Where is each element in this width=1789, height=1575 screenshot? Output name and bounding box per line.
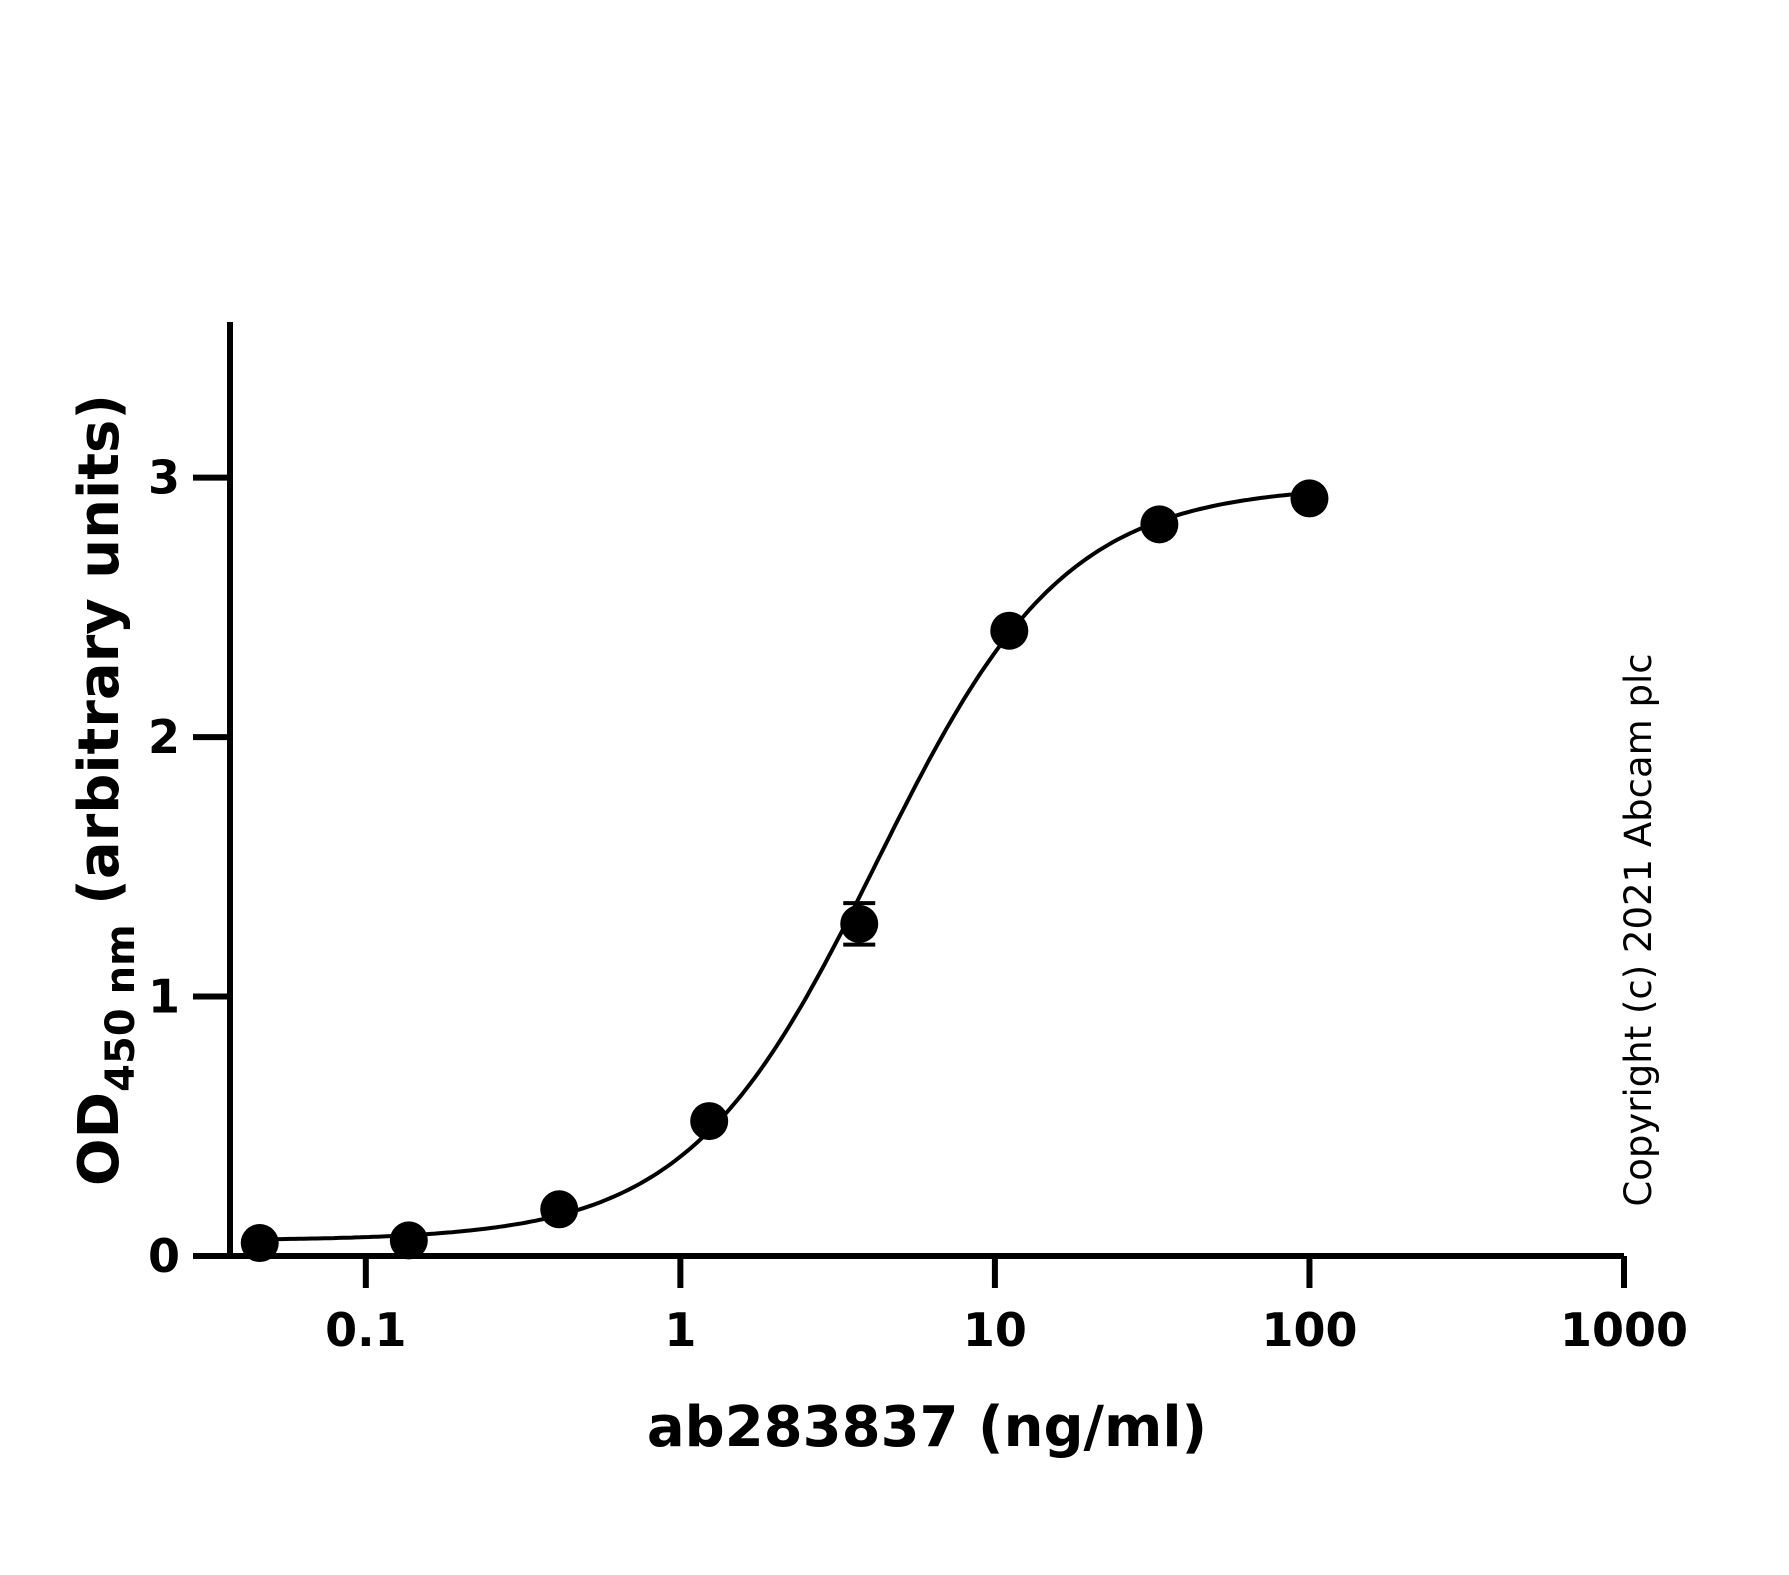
- data-point: [1290, 479, 1329, 518]
- y-tick-label: 3: [148, 451, 180, 505]
- data-point: [1140, 505, 1179, 544]
- x-ticks: 0.1 1 10 100 1000: [325, 1256, 1688, 1357]
- x-tick-label: 10: [963, 1303, 1027, 1357]
- x-tick-label: 1: [664, 1303, 696, 1357]
- copyright-text: Copyright (c) 2021 Abcam plc: [1617, 653, 1660, 1206]
- x-tick-label: 1000: [1560, 1303, 1688, 1357]
- data-point: [389, 1221, 428, 1260]
- data-point: [690, 1102, 729, 1141]
- x-tick-label: 100: [1261, 1303, 1357, 1357]
- y-tick-label: 1: [148, 970, 180, 1024]
- data-point: [840, 904, 879, 943]
- data-point: [990, 611, 1029, 650]
- y-tick-label: 0: [148, 1229, 180, 1283]
- y-axis-title-subscript: 450 nm: [98, 924, 144, 1092]
- x-tick-label: 0.1: [325, 1303, 407, 1357]
- y-axis-title-main: OD: [67, 1092, 132, 1186]
- fit-curve: [259, 491, 1310, 1242]
- data-points: [240, 479, 1329, 1263]
- data-point: [540, 1190, 579, 1229]
- y-axis-title: OD450 nm (arbitrary units): [67, 394, 144, 1186]
- y-axis-title-suffix: (arbitrary units): [67, 394, 132, 924]
- y-tick-label: 2: [148, 710, 180, 764]
- data-point: [240, 1224, 279, 1263]
- x-axis-title: ab283837 (ng/ml): [647, 1395, 1207, 1460]
- y-ticks: 0 1 2 3: [148, 451, 230, 1283]
